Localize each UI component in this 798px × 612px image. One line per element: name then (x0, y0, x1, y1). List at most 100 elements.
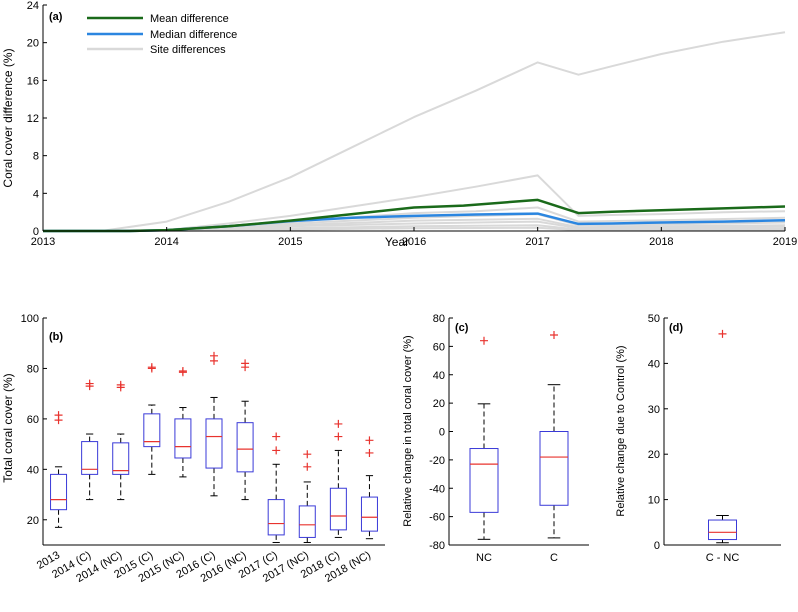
iqr-box (360, 496, 378, 532)
outlier-marker (718, 329, 727, 338)
iqr-box (81, 441, 99, 475)
outlier-marker (178, 366, 187, 375)
legend-mean-label: Mean difference (150, 13, 229, 25)
panel-b-box-8 (298, 450, 316, 543)
panel-b-y-tick-label: 20 (27, 515, 39, 527)
panel-b-box-4 (174, 366, 192, 478)
panel-a-legend: Mean difference Median difference Site d… (87, 13, 237, 56)
panel-c-box-1 (539, 331, 569, 539)
panel-d-x-tick-label: C - NC (706, 552, 740, 564)
panel-c-x-tick-label: NC (476, 552, 492, 564)
panel-b-box-3 (143, 363, 161, 475)
panel-a-y-tick-label: 8 (33, 151, 39, 163)
panel-d-boxes: 0 10 20 30 40 50 C - NC (648, 313, 781, 564)
iqr-box (469, 448, 499, 513)
iqr-box (50, 473, 68, 511)
iqr-box (143, 413, 161, 448)
panel-a-x-tick-label: 2014 (154, 236, 178, 248)
outlier-marker (272, 432, 281, 441)
panel-a-y-tick-label: 16 (27, 75, 39, 87)
panel-c-tag: (c) (455, 322, 469, 334)
site-difference-line (42, 31, 786, 232)
outlier-marker (303, 462, 312, 471)
panel-c-y-tick-label: -40 (429, 483, 445, 495)
panel-d-y-tick-label: 10 (648, 495, 660, 507)
panel-b-y-tick-label: 40 (27, 464, 39, 476)
mean-difference-line (43, 198, 786, 233)
panel-c-boxes: -80 -60 -40 -20 0 20 40 60 80 NC C (429, 313, 589, 564)
panel-d-ylabel: Relative change due to Control (%) (615, 345, 627, 516)
legend-median-label: Median difference (150, 29, 237, 41)
iqr-box (298, 505, 316, 538)
panel-a-x-tick-label: 2019 (773, 236, 797, 248)
outlier-marker (334, 432, 343, 441)
panel-c-y-tick-label: 80 (433, 313, 445, 325)
iqr-box (112, 442, 130, 475)
outlier-marker (365, 448, 374, 457)
panel-a-x-tick-label: 2013 (31, 236, 55, 248)
panel-d-y-tick-label: 30 (648, 404, 660, 416)
outlier-marker (334, 419, 343, 428)
panel-d-tag: (d) (669, 322, 683, 334)
panel-c-y-tick-label: 40 (433, 370, 445, 382)
panel-b-box-0 (50, 411, 68, 528)
panel-d: 0 10 20 30 40 50 C - NC (d) Relative change du… (615, 313, 781, 564)
outlier-marker (550, 331, 558, 340)
panel-b-box-6 (236, 359, 254, 501)
panel-d-y-tick-label: 0 (654, 540, 660, 552)
outlier-marker (241, 359, 250, 368)
panel-c-y-tick-label: -80 (429, 540, 445, 552)
panel-a-series (42, 31, 786, 233)
outlier-marker (365, 436, 374, 445)
panel-a-ylabel: Coral cover difference (%) (1, 48, 15, 187)
panel-a-axes: 0 4 8 12 16 20 24 2013 2014 2015 2016 2017 2018 2019 (27, 0, 797, 248)
panel-a-tag: (a) (49, 11, 63, 23)
iqr-box (329, 487, 347, 531)
panel-d-y-tick-label: 20 (648, 449, 660, 461)
panel-c: -80 -60 -40 -20 0 20 40 60 80 NC C (c) Relative ch… (402, 313, 589, 564)
panel-b-box-1 (81, 379, 99, 501)
site-difference-line (42, 174, 786, 232)
panel-a-x-tick-label: 2016 (402, 236, 426, 248)
panel-c-box-0 (469, 336, 499, 540)
iqr-box (708, 519, 737, 541)
panel-a-y-tick-label: 12 (27, 113, 39, 125)
panel-b-box-9 (329, 419, 347, 538)
outlier-marker (85, 379, 94, 388)
outlier-marker (272, 446, 281, 455)
panel-a-x-tick-label: 2018 (649, 236, 673, 248)
outlier-marker (54, 411, 63, 420)
panel-b-box-2 (112, 380, 130, 501)
panel-b-ylabel: Total coral cover (%) (1, 373, 15, 482)
panel-c-y-tick-label: 0 (439, 427, 445, 439)
panel-d-y-tick-label: 50 (648, 313, 660, 325)
iqr-box (205, 418, 223, 469)
outlier-marker (147, 363, 156, 372)
outlier-marker (480, 336, 488, 345)
panel-a-x-tick-label: 2017 (525, 236, 549, 248)
panel-a-y-tick-label: 24 (27, 0, 39, 12)
panel-b-box-7 (267, 432, 285, 543)
panel-c-ylabel: Relative change in total coral cover (%) (402, 335, 414, 526)
iqr-box (539, 431, 569, 506)
iqr-box (267, 499, 285, 536)
outlier-marker (303, 450, 312, 459)
panel-b-y-tick-label: 80 (27, 363, 39, 375)
panel-a-xlabel: Year (385, 235, 409, 249)
panel-a-y-tick-label: 4 (33, 188, 39, 200)
panel-c-y-tick-label: 60 (433, 341, 445, 353)
panel-c-y-tick-label: 20 (433, 398, 445, 410)
panel-c-x-tick-label: C (550, 552, 558, 564)
panel-c-y-tick-label: -60 (429, 512, 445, 524)
legend-site-label: Site differences (150, 44, 226, 56)
panel-b-y-tick-label: 60 (27, 414, 39, 426)
panel-b-y-tick-label: 100 (21, 313, 39, 325)
panel-b-tag: (b) (49, 331, 63, 343)
panel-b-box-10 (360, 436, 378, 540)
panel-b-box-5 (205, 351, 223, 497)
outlier-marker (210, 351, 218, 360)
iqr-box (174, 418, 192, 459)
